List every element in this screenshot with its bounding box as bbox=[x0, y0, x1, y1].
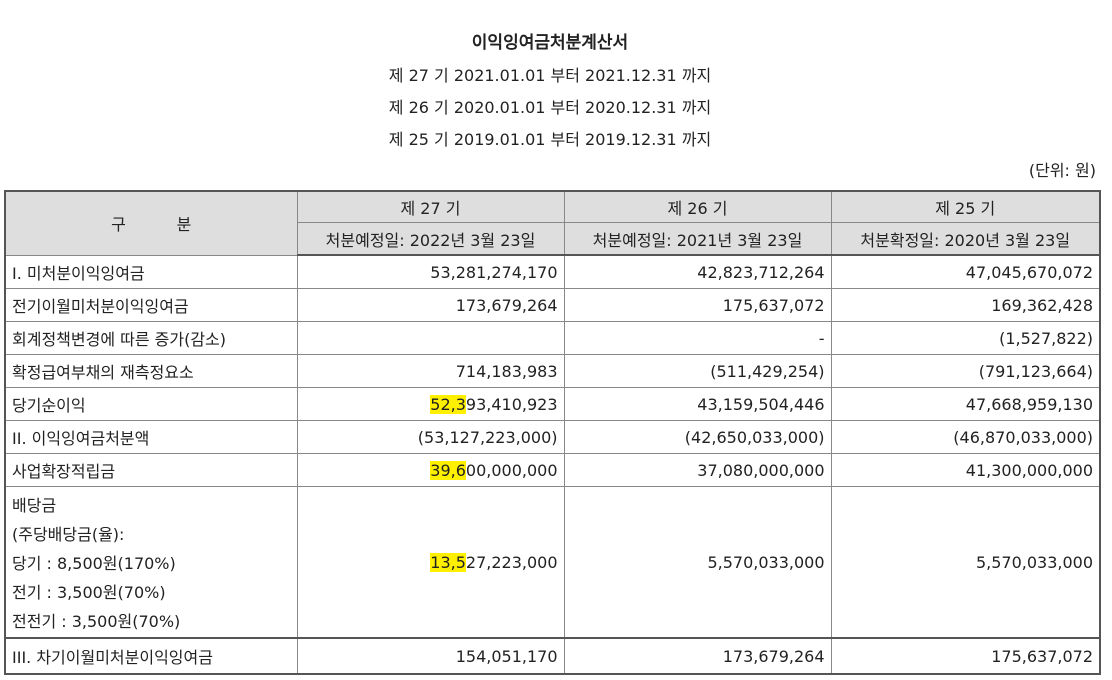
header-term-25: 제 25 기 bbox=[830, 190, 1101, 223]
value-27: 39,600,000,000 bbox=[296, 453, 565, 487]
period-line-25: 제 25 기 2019.01.01 부터 2019.12.31 까지 bbox=[388, 130, 712, 149]
table-row: 회계정책변경에 따른 증가(감소) - (1,527,822) bbox=[4, 321, 1101, 355]
value-27 bbox=[296, 321, 565, 355]
row-label: 배당금 (주당배당금(율): 당기 : 8,500원(170%) 전기 : 3,… bbox=[4, 486, 298, 639]
header-date-26: 처분예정일: 2021년 3월 23일 bbox=[563, 222, 832, 256]
value-27: 173,679,264 bbox=[296, 288, 565, 322]
dividend-label: 배당금 bbox=[12, 496, 57, 515]
value-25: 169,362,428 bbox=[830, 288, 1101, 322]
table-row: 전기이월미처분이익잉여금 173,679,264 175,637,072 169… bbox=[4, 288, 1101, 322]
dividend-current: 당기 : 8,500원(170%) bbox=[12, 554, 176, 573]
row-label: 당기순이익 bbox=[4, 387, 298, 421]
value-27: 154,051,170 bbox=[296, 637, 565, 675]
dividend-prior: 전기 : 3,500원(70%) bbox=[12, 583, 166, 602]
table-row: II. 이익잉여금처분액 (53,127,223,000) (42,650,03… bbox=[4, 420, 1101, 454]
value-25: 175,637,072 bbox=[830, 637, 1101, 675]
value-25: (791,123,664) bbox=[830, 354, 1101, 388]
period-line-26: 제 26 기 2020.01.01 부터 2020.12.31 까지 bbox=[388, 98, 712, 117]
table-row: 당기순이익 52,393,410,923 43,159,504,446 47,6… bbox=[4, 387, 1101, 421]
value-25: 41,300,000,000 bbox=[830, 453, 1101, 487]
value-27: 13,527,223,000 bbox=[296, 486, 565, 639]
row-label: III. 차기이월미처분이익잉여금 bbox=[4, 637, 298, 675]
value-27: 714,183,983 bbox=[296, 354, 565, 388]
value-26: (42,650,033,000) bbox=[563, 420, 832, 454]
value-25: 5,570,033,000 bbox=[830, 486, 1101, 639]
value-26: 42,823,712,264 bbox=[563, 254, 832, 289]
value-rest: 27,223,000 bbox=[465, 552, 558, 572]
value-27: 53,281,274,170 bbox=[296, 254, 565, 289]
header-term-26: 제 26 기 bbox=[563, 190, 832, 223]
retained-earnings-table: 구 분 제 27 기 제 26 기 제 25 기 처분예정일: 2022년 3월… bbox=[4, 190, 1101, 675]
value-rest: 93,410,923 bbox=[465, 394, 558, 414]
value-rest: 00,000,000 bbox=[465, 460, 558, 480]
highlight-mark: 52,3 bbox=[430, 394, 466, 414]
unit-label: (단위: 원) bbox=[1028, 161, 1096, 180]
highlight-mark: 39,6 bbox=[430, 460, 466, 480]
period-line-27: 제 27 기 2021.01.01 부터 2021.12.31 까지 bbox=[388, 66, 712, 85]
value-25: (46,870,033,000) bbox=[830, 420, 1101, 454]
statement-title: 이익잉여금처분계산서 bbox=[471, 33, 629, 53]
highlight-mark: 13,5 bbox=[430, 552, 466, 572]
header-date-27: 처분예정일: 2022년 3월 23일 bbox=[296, 222, 565, 256]
value-26: 37,080,000,000 bbox=[563, 453, 832, 487]
value-26: - bbox=[563, 321, 832, 355]
value-26: (511,429,254) bbox=[563, 354, 832, 388]
value-26: 175,637,072 bbox=[563, 288, 832, 322]
value-27: (53,127,223,000) bbox=[296, 420, 565, 454]
value-26: 43,159,504,446 bbox=[563, 387, 832, 421]
table-row: III. 차기이월미처분이익잉여금 154,051,170 173,679,26… bbox=[4, 637, 1101, 675]
table-row: 배당금 (주당배당금(율): 당기 : 8,500원(170%) 전기 : 3,… bbox=[4, 486, 1101, 639]
row-label: 확정급여부채의 재측정요소 bbox=[4, 354, 298, 388]
row-label: 전기이월미처분이익잉여금 bbox=[4, 288, 298, 322]
row-label: II. 이익잉여금처분액 bbox=[4, 420, 298, 454]
value-25: 47,668,959,130 bbox=[830, 387, 1101, 421]
dividend-prior-prior: 전전기 : 3,500원(70%) bbox=[12, 612, 181, 631]
header-term-27: 제 27 기 bbox=[296, 190, 565, 223]
value-27: 52,393,410,923 bbox=[296, 387, 565, 421]
row-label: 사업확장적립금 bbox=[4, 453, 298, 487]
value-26: 173,679,264 bbox=[563, 637, 832, 675]
header-category: 구 분 bbox=[4, 190, 298, 256]
table-row: 사업확장적립금 39,600,000,000 37,080,000,000 41… bbox=[4, 453, 1101, 487]
dividend-rate-label: (주당배당금(율): bbox=[12, 525, 125, 544]
table-row: 확정급여부채의 재측정요소 714,183,983 (511,429,254) … bbox=[4, 354, 1101, 388]
header-date-25: 처분확정일: 2020년 3월 23일 bbox=[830, 222, 1101, 256]
value-25: (1,527,822) bbox=[830, 321, 1101, 355]
row-label: I. 미처분이익잉여금 bbox=[4, 254, 298, 289]
row-label: 회계정책변경에 따른 증가(감소) bbox=[4, 321, 298, 355]
table-row: I. 미처분이익잉여금 53,281,274,170 42,823,712,26… bbox=[4, 254, 1101, 289]
value-25: 47,045,670,072 bbox=[830, 254, 1101, 289]
value-26: 5,570,033,000 bbox=[563, 486, 832, 639]
